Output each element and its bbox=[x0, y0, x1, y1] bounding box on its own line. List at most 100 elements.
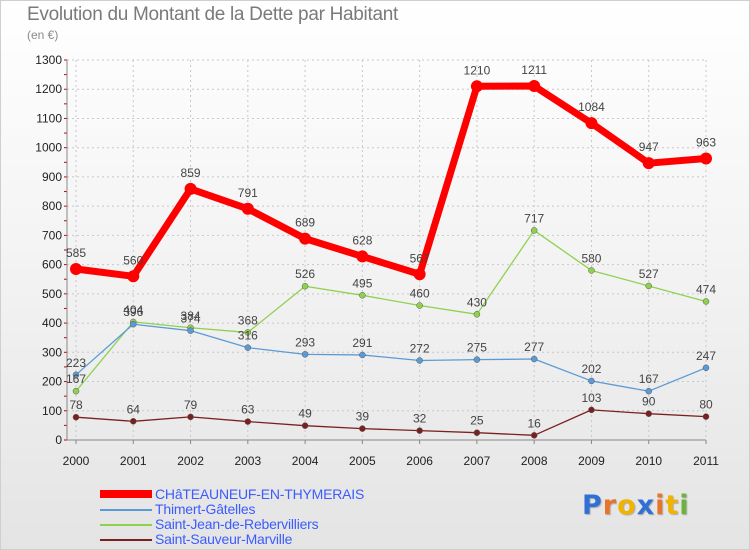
data-point bbox=[413, 268, 426, 281]
y-tick-label: 800 bbox=[42, 199, 62, 213]
data-label: 80 bbox=[699, 398, 713, 412]
data-label: 90 bbox=[642, 395, 656, 409]
data-point bbox=[645, 387, 652, 395]
y-tick-label: 0 bbox=[55, 433, 62, 447]
data-point bbox=[588, 406, 595, 414]
data-point bbox=[241, 202, 254, 215]
data-point bbox=[299, 232, 312, 245]
data-point bbox=[187, 327, 194, 334]
data-label: 526 bbox=[295, 267, 315, 281]
x-tick-label: 2003 bbox=[234, 454, 261, 468]
legend-label: Thimert-Gâtelles bbox=[155, 501, 256, 517]
x-tick-label: 2011 bbox=[693, 454, 719, 468]
legend-swatch bbox=[100, 524, 152, 526]
data-label: 384 bbox=[181, 309, 201, 323]
series-line bbox=[75, 409, 707, 436]
data-point bbox=[642, 157, 655, 170]
data-label: 291 bbox=[352, 336, 372, 350]
data-point bbox=[700, 152, 712, 165]
data-label: 368 bbox=[238, 313, 258, 327]
data-label: 78 bbox=[69, 398, 83, 412]
x-tick-label: 2000 bbox=[63, 454, 90, 468]
y-tick-label: 100 bbox=[42, 404, 62, 418]
data-label: 1210 bbox=[464, 63, 491, 77]
data-point bbox=[416, 302, 423, 309]
data-label: 495 bbox=[352, 276, 372, 290]
data-point bbox=[470, 80, 483, 93]
data-label: 404 bbox=[123, 303, 143, 317]
data-label: 717 bbox=[524, 211, 544, 225]
data-point bbox=[702, 364, 710, 372]
data-point bbox=[70, 263, 82, 275]
proxiti-logo: Proxiti bbox=[582, 490, 690, 521]
data-label: 430 bbox=[467, 295, 487, 309]
data-point bbox=[359, 425, 366, 432]
data-label: 585 bbox=[66, 246, 86, 260]
data-label: 16 bbox=[528, 416, 542, 430]
data-label: 628 bbox=[352, 233, 372, 247]
data-point bbox=[530, 227, 538, 234]
data-point bbox=[244, 418, 252, 425]
y-tick-label: 1300 bbox=[35, 53, 62, 67]
legend-swatch bbox=[100, 509, 152, 511]
data-label: 103 bbox=[581, 391, 601, 405]
legend-label: CHâTEAUNEUF-EN-THYMERAIS bbox=[155, 486, 365, 502]
data-label: 527 bbox=[639, 267, 659, 281]
data-label: 167 bbox=[66, 372, 86, 386]
data-point bbox=[416, 427, 423, 434]
data-point bbox=[530, 432, 538, 439]
data-point bbox=[127, 270, 140, 283]
logo-letter: i bbox=[679, 490, 690, 521]
data-point bbox=[244, 329, 252, 336]
data-label: 32 bbox=[413, 412, 427, 426]
data-point bbox=[473, 311, 481, 318]
data-label: 316 bbox=[238, 329, 258, 343]
data-label: 64 bbox=[127, 402, 141, 416]
series-line bbox=[75, 82, 707, 280]
data-label: 963 bbox=[696, 136, 716, 150]
data-label: 396 bbox=[123, 305, 143, 319]
data-label: 567 bbox=[410, 251, 430, 265]
data-label: 167 bbox=[639, 372, 659, 386]
data-label: 272 bbox=[410, 341, 430, 355]
y-tick-label: 1000 bbox=[35, 141, 62, 155]
data-label: 474 bbox=[696, 282, 716, 296]
series-line bbox=[75, 229, 707, 392]
data-point bbox=[301, 282, 309, 290]
y-tick-label: 400 bbox=[42, 316, 62, 330]
data-label: 689 bbox=[295, 216, 315, 230]
data-label: 293 bbox=[295, 335, 315, 349]
data-point bbox=[72, 387, 80, 395]
chart-title: Evolution du Montant de la Dette par Hab… bbox=[27, 4, 398, 25]
data-point bbox=[473, 429, 481, 436]
data-label: 1084 bbox=[578, 100, 605, 114]
data-label: 247 bbox=[696, 349, 716, 363]
data-point bbox=[585, 117, 598, 130]
x-tick-label: 2001 bbox=[120, 454, 147, 468]
x-tick-label: 2008 bbox=[521, 454, 548, 468]
legend-label: Saint-Jean-de-Rebervilliers bbox=[155, 516, 319, 532]
data-label: 202 bbox=[581, 362, 601, 376]
data-label: 791 bbox=[238, 186, 258, 200]
logo-letter: P bbox=[582, 490, 603, 521]
legend-swatch bbox=[100, 539, 152, 541]
y-tick-label: 300 bbox=[42, 345, 62, 359]
y-tick-label: 200 bbox=[42, 375, 62, 389]
data-label: 560 bbox=[123, 253, 143, 267]
x-tick-label: 2002 bbox=[177, 454, 204, 468]
data-point bbox=[588, 267, 595, 274]
data-point bbox=[702, 413, 710, 420]
data-point bbox=[130, 320, 137, 328]
data-label: 63 bbox=[241, 403, 255, 417]
data-label: 580 bbox=[581, 251, 601, 265]
data-point bbox=[588, 377, 595, 385]
data-point bbox=[244, 344, 252, 351]
data-label: 277 bbox=[524, 340, 544, 354]
y-tick-label: 1100 bbox=[36, 111, 62, 125]
data-point bbox=[301, 351, 309, 358]
data-point bbox=[184, 182, 197, 195]
data-point bbox=[187, 413, 194, 421]
data-label: 275 bbox=[467, 341, 487, 355]
data-label: 1211 bbox=[521, 63, 547, 77]
